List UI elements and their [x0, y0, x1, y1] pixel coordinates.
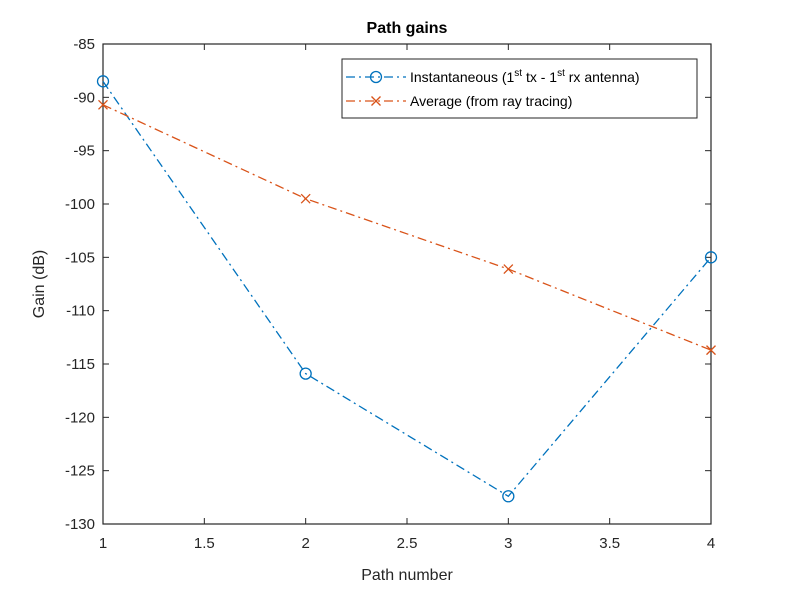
- y-tick-label: -115: [66, 356, 95, 373]
- marker-stroke: [371, 96, 381, 106]
- plot-area: [103, 44, 711, 524]
- marker-stroke: [300, 193, 311, 204]
- y-tick-label: -120: [65, 409, 95, 426]
- y-axis-label: Gain (dB): [31, 250, 48, 318]
- data-point-marker: [503, 264, 514, 275]
- legend-marker: [371, 96, 381, 106]
- legend-item: Instantaneous (1st tx - 1st rx antenna): [346, 68, 640, 85]
- y-tick-label: -90: [73, 89, 95, 106]
- legend-label: Instantaneous (1st tx - 1st rx antenna): [410, 68, 640, 85]
- x-tick-label: 3: [504, 535, 512, 552]
- marker-stroke: [98, 99, 108, 110]
- marker-stroke: [503, 264, 514, 275]
- legend-label: Average (from ray tracing): [410, 93, 572, 109]
- plot-background: [103, 44, 711, 524]
- series-line: [102, 80, 712, 498]
- series-average: [98, 99, 716, 356]
- data-point-marker: [706, 345, 716, 356]
- axes: 1 1.5 2 2.5 3 3.5 4 -85 -90 -95 -100 -105 -110 -115 -1…: [65, 36, 715, 552]
- y-tick-label: -105: [65, 249, 95, 266]
- data-point-marker: [300, 193, 311, 204]
- y-tick-label: -130: [65, 516, 95, 533]
- chart-title: Path gains: [367, 20, 448, 37]
- legend: Instantaneous (1st tx - 1st rx antenna) A…: [341, 58, 698, 119]
- data-point-marker: [704, 251, 718, 264]
- series-line: [102, 104, 712, 351]
- legend-marker: [369, 70, 383, 84]
- data-point-marker: [299, 367, 312, 380]
- y-tick-label: -85: [73, 36, 95, 53]
- series-instantaneous: [96, 75, 718, 503]
- data-point-marker: [502, 490, 515, 503]
- y-tick-label: -125: [65, 463, 95, 480]
- data-point-marker: [96, 75, 110, 88]
- y-tick-label: -95: [73, 143, 95, 160]
- x-tick-label: 4: [707, 535, 715, 552]
- x-tick-label: 2.5: [397, 535, 418, 552]
- legend-item: Average (from ray tracing): [346, 93, 572, 109]
- legend-box: [341, 58, 698, 119]
- data-point-marker: [98, 99, 108, 110]
- series-layer: [96, 75, 718, 503]
- x-tick-label: 2: [301, 535, 309, 552]
- x-tick-label: 3.5: [599, 535, 620, 552]
- y-tick-label: -100: [65, 196, 95, 213]
- x-tick-label: 1.5: [194, 535, 215, 552]
- marker-stroke: [706, 345, 716, 356]
- x-tick-label: 1: [99, 535, 107, 552]
- x-axis-label: Path number: [361, 567, 453, 584]
- y-tick-label: -110: [66, 303, 95, 320]
